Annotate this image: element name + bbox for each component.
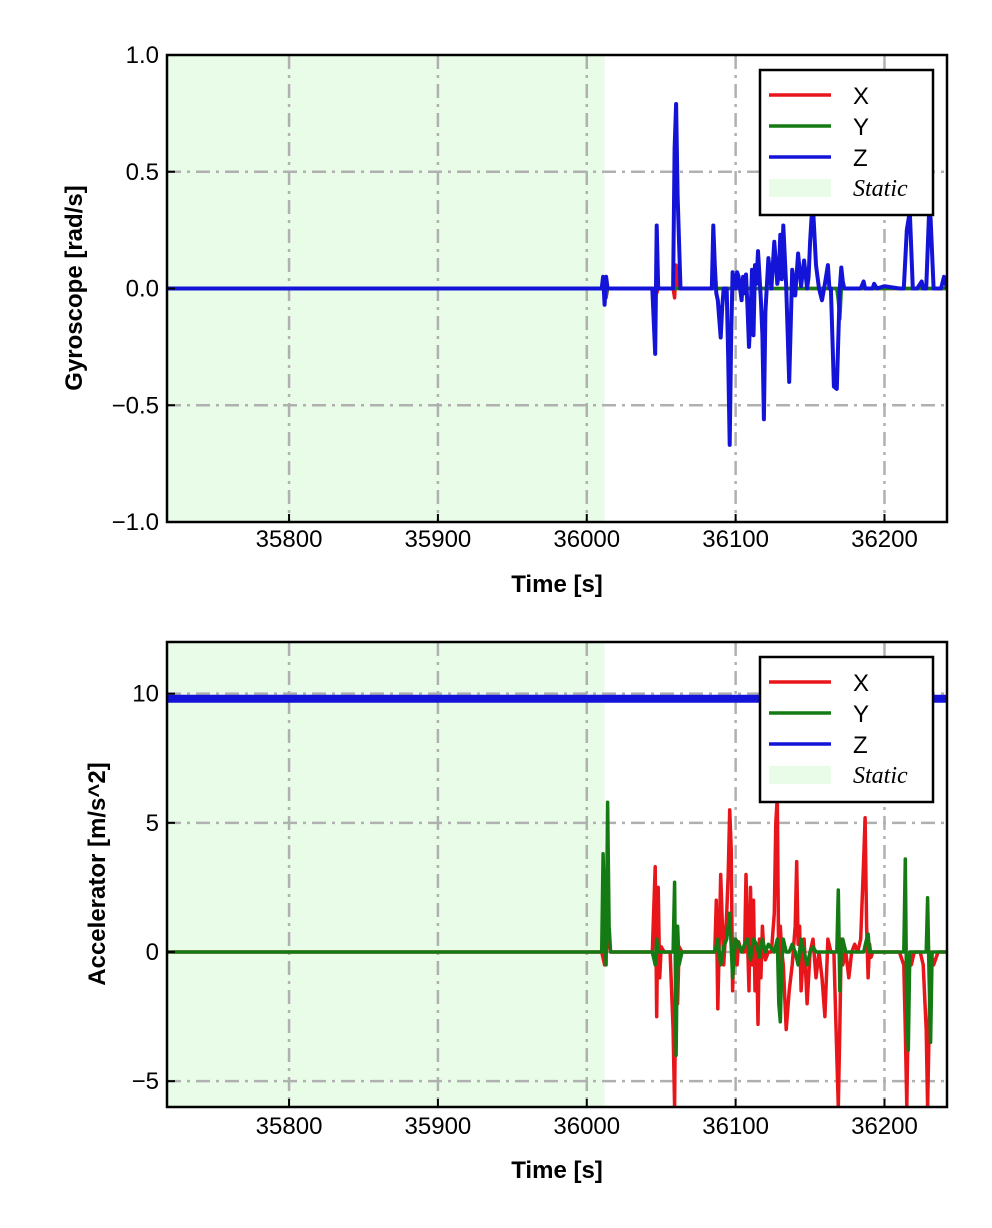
y-tick-label: 0.5 [126,159,159,186]
x-tick-label: 35900 [405,1113,472,1140]
y-tick-label: 0.0 [126,276,159,303]
y-tick-label: 0 [146,939,159,966]
y-tick-label: −0.5 [112,392,159,419]
plot-frame [165,640,949,1109]
y-tick-label: −5 [132,1068,159,1095]
x-tick-label: 36000 [553,526,620,553]
x-tick-label: 36000 [553,1113,620,1140]
chart-panel-2: 35800 35900 36000 36100 36200 −5 0 5 10 Time [s] A… [84,640,949,1184]
x-tick-label: 36100 [702,526,769,553]
legend-label-static: Static [853,763,908,789]
y-tick-label: 5 [146,810,159,837]
legend-label-z: Z [853,732,868,759]
x-tick-label: 35800 [256,526,323,553]
legend-label-x: X [853,670,869,697]
chart-panel-1: 35800 35900 36000 36100 36200 −1.0 −0.5 0.0 0.5 1… [61,42,949,598]
x-tick-label: 36100 [702,1113,769,1140]
y-axis-label: Accelerator [m/s^2] [84,762,111,985]
legend: XYZ Static [758,655,935,804]
legend-label-static: Static [853,176,908,202]
legend-swatch-static [769,179,831,197]
y-tick-label: 1.0 [126,42,159,69]
x-axis-label: Time [s] [511,1157,603,1184]
series-line-z [167,102,947,447]
x-tick-label: 36200 [851,1113,918,1140]
y-tick-label: −1.0 [112,509,159,536]
x-tick-label: 35800 [256,1113,323,1140]
legend: XYZ Static [758,68,935,217]
legend-swatch-static [769,766,831,784]
y-tick-label: 10 [132,681,159,708]
series-line-y [167,800,947,1058]
x-tick-label: 36200 [851,526,918,553]
static-region [167,642,605,1107]
x-axis-label: Time [s] [511,571,603,598]
y-axis-label: Gyroscope [rad/s] [61,185,88,390]
legend-label-z: Z [853,145,868,172]
legend-label-y: Y [853,114,869,141]
legend-label-x: X [853,83,869,110]
legend-label-y: Y [853,701,869,728]
x-tick-label: 35900 [405,526,472,553]
